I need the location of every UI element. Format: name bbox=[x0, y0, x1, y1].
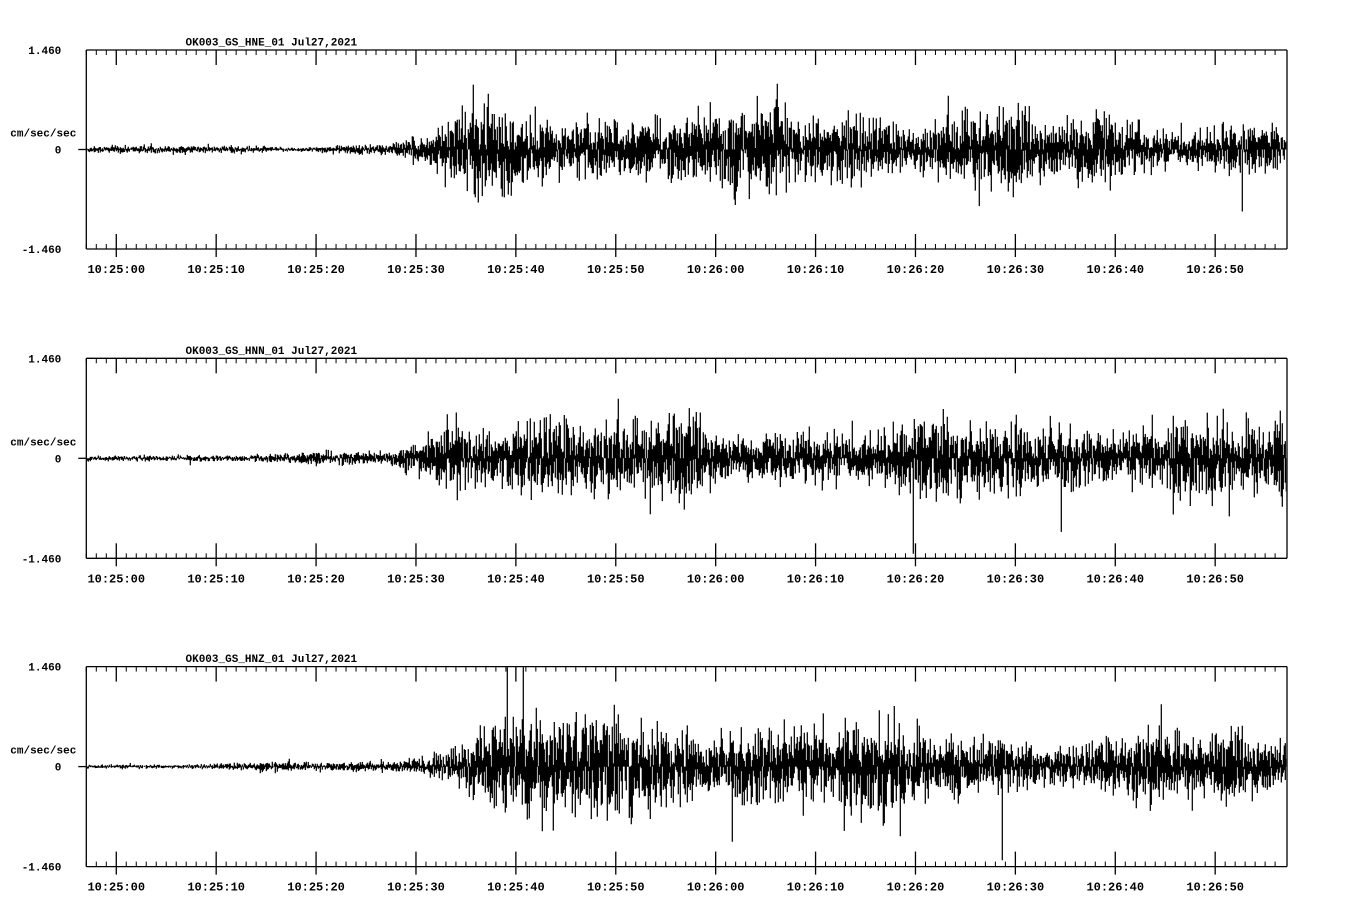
svg-text:cm/sec/sec: cm/sec/sec bbox=[10, 746, 76, 758]
svg-text:0: 0 bbox=[55, 454, 62, 466]
svg-text:10:25:20: 10:25:20 bbox=[287, 572, 345, 586]
svg-text:0: 0 bbox=[55, 146, 62, 158]
svg-text:10:26:50: 10:26:50 bbox=[1186, 572, 1244, 586]
svg-text:10:25:10: 10:25:10 bbox=[187, 881, 245, 895]
svg-text:OK003_GS_HNZ_01 Jul27,2021: OK003_GS_HNZ_01 Jul27,2021 bbox=[186, 654, 358, 666]
svg-text:10:26:20: 10:26:20 bbox=[887, 572, 945, 586]
svg-text:10:26:00: 10:26:00 bbox=[687, 881, 745, 895]
svg-text:10:26:40: 10:26:40 bbox=[1086, 263, 1144, 277]
svg-text:10:26:20: 10:26:20 bbox=[887, 263, 945, 277]
svg-text:10:26:30: 10:26:30 bbox=[987, 263, 1045, 277]
svg-text:10:25:40: 10:25:40 bbox=[487, 881, 545, 895]
svg-text:10:26:00: 10:26:00 bbox=[687, 572, 745, 586]
svg-text:-1.460: -1.460 bbox=[22, 863, 62, 875]
svg-text:10:25:30: 10:25:30 bbox=[387, 572, 445, 586]
svg-text:-1.460: -1.460 bbox=[22, 245, 62, 257]
svg-text:10:25:30: 10:25:30 bbox=[387, 881, 445, 895]
svg-text:10:25:00: 10:25:00 bbox=[87, 263, 145, 277]
svg-text:OK003_GS_HNN_01 Jul27,2021: OK003_GS_HNN_01 Jul27,2021 bbox=[186, 346, 358, 358]
svg-text:cm/sec/sec: cm/sec/sec bbox=[10, 437, 76, 449]
svg-text:10:25:10: 10:25:10 bbox=[187, 263, 245, 277]
svg-text:10:25:50: 10:25:50 bbox=[587, 263, 645, 277]
svg-text:10:26:40: 10:26:40 bbox=[1086, 881, 1144, 895]
svg-text:1.460: 1.460 bbox=[28, 46, 61, 58]
svg-text:10:25:50: 10:25:50 bbox=[587, 572, 645, 586]
svg-text:10:26:10: 10:26:10 bbox=[787, 263, 845, 277]
svg-text:10:26:10: 10:26:10 bbox=[787, 881, 845, 895]
svg-text:10:26:10: 10:26:10 bbox=[787, 572, 845, 586]
svg-text:10:26:20: 10:26:20 bbox=[887, 881, 945, 895]
svg-text:10:25:20: 10:25:20 bbox=[287, 881, 345, 895]
svg-text:10:25:10: 10:25:10 bbox=[187, 572, 245, 586]
svg-text:-1.460: -1.460 bbox=[22, 554, 62, 566]
svg-text:10:26:30: 10:26:30 bbox=[987, 572, 1045, 586]
svg-text:10:25:30: 10:25:30 bbox=[387, 263, 445, 277]
svg-text:10:26:40: 10:26:40 bbox=[1086, 572, 1144, 586]
svg-text:OK003_GS_HNE_01 Jul27,2021: OK003_GS_HNE_01 Jul27,2021 bbox=[186, 38, 358, 50]
svg-text:10:25:40: 10:25:40 bbox=[487, 572, 545, 586]
svg-text:10:25:20: 10:25:20 bbox=[287, 263, 345, 277]
svg-text:10:26:00: 10:26:00 bbox=[687, 263, 745, 277]
svg-text:10:25:50: 10:25:50 bbox=[587, 881, 645, 895]
svg-text:10:25:40: 10:25:40 bbox=[487, 263, 545, 277]
svg-text:10:25:00: 10:25:00 bbox=[87, 881, 145, 895]
svg-text:10:26:50: 10:26:50 bbox=[1186, 881, 1244, 895]
svg-text:1.460: 1.460 bbox=[28, 663, 61, 675]
svg-text:10:26:50: 10:26:50 bbox=[1186, 263, 1244, 277]
svg-text:10:25:00: 10:25:00 bbox=[87, 572, 145, 586]
svg-text:0: 0 bbox=[55, 763, 62, 775]
svg-text:cm/sec/sec: cm/sec/sec bbox=[10, 129, 76, 141]
svg-text:1.460: 1.460 bbox=[28, 354, 61, 366]
svg-text:10:26:30: 10:26:30 bbox=[987, 881, 1045, 895]
